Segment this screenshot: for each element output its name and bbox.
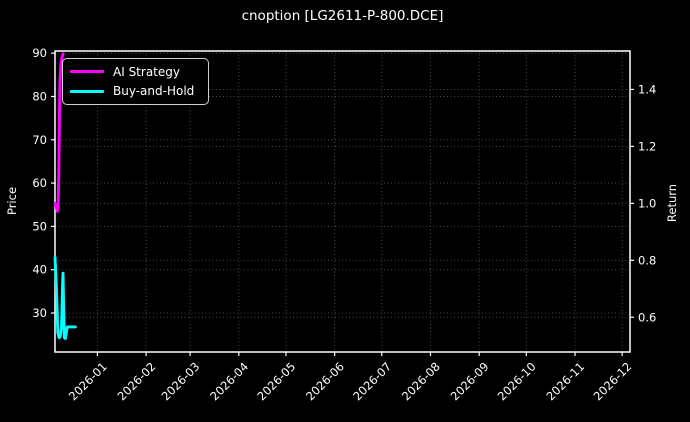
x-tick-label: 2026-10 — [495, 359, 539, 403]
buy-and-hold-line-swatch — [70, 89, 104, 93]
legend-label-buy-and-hold: Buy-and-Hold — [113, 84, 195, 99]
x-tick-label: 2026-02 — [115, 359, 159, 403]
x-tick-label: 2026-05 — [254, 359, 298, 403]
left-tick-label: 40 — [32, 263, 47, 277]
x-tick-label: 2026-09 — [448, 359, 492, 403]
x-tick-label: 2026-07 — [350, 359, 394, 403]
right-tick-label: 1.0 — [638, 196, 656, 210]
x-tick-label: 2026-01 — [66, 359, 110, 403]
series-line-buy-and-hold — [53, 256, 77, 341]
left-tick-label: 90 — [32, 46, 47, 60]
right-axis-label: Return — [665, 183, 679, 223]
x-tick-label: 2026-08 — [399, 359, 443, 403]
series-line-ai-strategy — [53, 52, 65, 213]
left-tick-label: 70 — [32, 133, 47, 147]
x-tick-label: 2026-04 — [207, 359, 251, 403]
left-tick-label: 30 — [32, 306, 47, 320]
x-tick-label: 2026-12 — [591, 359, 635, 403]
legend-label-ai-strategy: AI Strategy — [113, 64, 180, 79]
right-tick-label: 1.2 — [638, 139, 656, 153]
ai-strategy-line-swatch — [70, 70, 104, 74]
x-tick-label: 2026-06 — [303, 359, 347, 403]
left-tick-label: 80 — [32, 89, 47, 103]
x-tick-label: 2026-03 — [159, 359, 203, 403]
legend-item-buy-and-hold: Buy-and-Hold — [70, 84, 196, 100]
right-tick-label: 0.6 — [638, 310, 656, 324]
legend-item-ai-strategy: AI Strategy — [70, 64, 196, 80]
left-tick-label: 60 — [32, 176, 47, 190]
axes-spines — [54, 50, 631, 353]
left-axis-label: Price — [5, 186, 19, 216]
right-tick-label: 0.8 — [638, 253, 656, 267]
right-tick-label: 1.4 — [638, 82, 656, 96]
chart-title: cnoption [LG2611-P-800.DCE] — [241, 8, 444, 24]
x-tick-label: 2026-11 — [543, 359, 587, 403]
legend: AI Strategy Buy-and-Hold — [62, 58, 209, 105]
left-tick-label: 50 — [32, 219, 47, 233]
